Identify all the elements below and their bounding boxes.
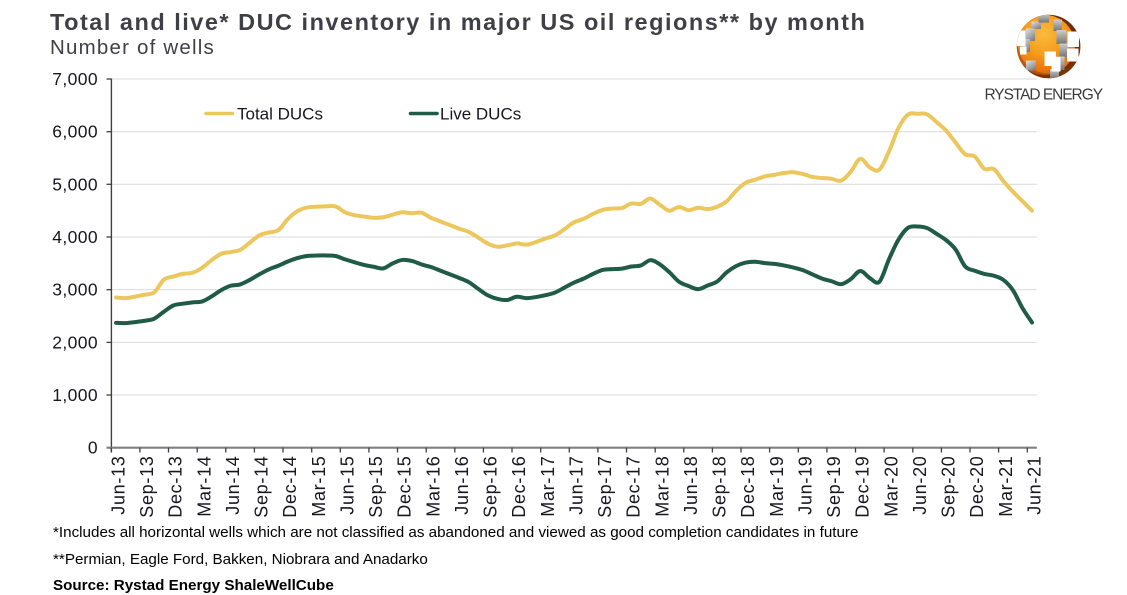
svg-text:Mar-21: Mar-21 (996, 456, 1016, 517)
svg-text:RYSTAD ENERGY: RYSTAD ENERGY (984, 87, 1102, 104)
svg-text:Mar-20: Mar-20 (881, 456, 901, 517)
svg-text:Number of wells: Number of wells (50, 36, 215, 59)
svg-text:Total and live* DUC inventory: Total and live* DUC inventory in major U… (50, 9, 866, 35)
svg-text:*Includes all horizontal wells: *Includes all horizontal wells which are… (53, 524, 858, 541)
svg-text:Jun-16: Jun-16 (452, 456, 472, 515)
svg-text:Jun-15: Jun-15 (338, 456, 358, 515)
svg-text:Sep-18: Sep-18 (710, 456, 730, 518)
svg-text:Jun-19: Jun-19 (795, 456, 815, 515)
svg-text:6,000: 6,000 (52, 122, 98, 142)
svg-text:Total DUCs: Total DUCs (237, 105, 323, 124)
svg-text:Jun-20: Jun-20 (910, 456, 930, 515)
svg-text:Mar-16: Mar-16 (423, 456, 443, 517)
svg-text:Dec-16: Dec-16 (509, 456, 529, 518)
svg-text:1,000: 1,000 (52, 385, 98, 405)
svg-text:Dec-17: Dec-17 (624, 456, 644, 518)
svg-text:Mar-15: Mar-15 (309, 456, 329, 517)
svg-text:Live DUCs: Live DUCs (440, 105, 521, 124)
svg-text:Dec-15: Dec-15 (395, 456, 415, 518)
svg-text:2,000: 2,000 (52, 332, 98, 352)
svg-text:Jun-17: Jun-17 (566, 456, 586, 515)
svg-text:5,000: 5,000 (52, 174, 98, 194)
svg-text:7,000: 7,000 (52, 69, 98, 89)
svg-text:Jun-18: Jun-18 (681, 456, 701, 515)
svg-text:Sep-17: Sep-17 (595, 456, 615, 518)
svg-text:Sep-13: Sep-13 (137, 456, 157, 518)
svg-text:Jun-21: Jun-21 (1024, 456, 1044, 515)
svg-text:Mar-14: Mar-14 (194, 456, 214, 517)
svg-text:Dec-20: Dec-20 (967, 456, 987, 518)
svg-text:3,000: 3,000 (52, 280, 98, 300)
svg-text:**Permian, Eagle Ford, Bakken,: **Permian, Eagle Ford, Bakken, Niobrara … (53, 551, 428, 568)
svg-text:Sep-14: Sep-14 (252, 456, 272, 518)
svg-text:Sep-19: Sep-19 (824, 456, 844, 518)
svg-text:Sep-15: Sep-15 (366, 456, 386, 518)
svg-text:Dec-14: Dec-14 (280, 456, 300, 518)
svg-text:Sep-20: Sep-20 (939, 456, 959, 518)
svg-text:Sep-16: Sep-16 (481, 456, 501, 518)
svg-text:Jun-14: Jun-14 (223, 456, 243, 515)
svg-text:4,000: 4,000 (52, 227, 98, 247)
svg-text:Source: Rystad Energy ShaleWel: Source: Rystad Energy ShaleWellCube (53, 577, 334, 594)
svg-text:Mar-18: Mar-18 (652, 456, 672, 517)
svg-text:Dec-13: Dec-13 (166, 456, 186, 518)
svg-text:Dec-18: Dec-18 (738, 456, 758, 518)
svg-text:Mar-19: Mar-19 (767, 456, 787, 517)
svg-text:Dec-19: Dec-19 (853, 456, 873, 518)
svg-text:0: 0 (88, 438, 98, 458)
svg-text:Mar-17: Mar-17 (538, 456, 558, 517)
svg-text:Jun-13: Jun-13 (109, 456, 129, 515)
